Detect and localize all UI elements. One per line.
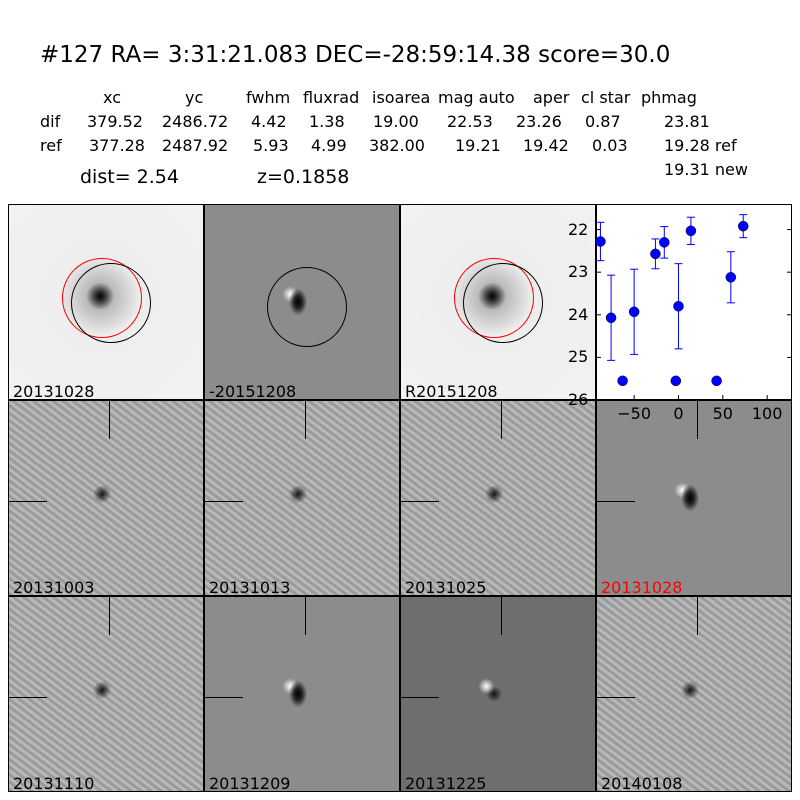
table-cell: 382.00 <box>369 136 425 155</box>
panel-date-label: 20131025 <box>405 578 487 596</box>
crosshair-tick <box>9 697 47 698</box>
crosshair-tick <box>501 401 502 439</box>
table-cell: 22.53 <box>447 112 493 131</box>
crosshair-tick <box>305 401 306 439</box>
cutout-panel: 20131110 <box>8 596 204 792</box>
black-aperture-circle <box>463 263 543 343</box>
crosshair-tick <box>597 697 635 698</box>
y-tick-label: 24 <box>568 304 589 324</box>
crosshair-tick <box>697 597 698 635</box>
crosshair-tick <box>697 401 698 439</box>
crosshair-tick <box>109 597 110 635</box>
table-cell: 19.00 <box>373 112 419 131</box>
data-point <box>670 375 682 387</box>
data-point <box>659 237 670 248</box>
crosshair-tick <box>597 501 635 502</box>
y-tick-label: 26 <box>568 390 589 409</box>
column-header: fluxrad <box>303 88 360 107</box>
panel-date-label: 20131225 <box>405 774 487 792</box>
plot-area <box>596 204 792 400</box>
panel-date-label: 20131028 <box>601 578 683 596</box>
cutout-panel: 20131003 <box>8 400 204 596</box>
panel-date-label: -20151208 <box>209 382 297 400</box>
x-tick-label: 100 <box>751 404 783 423</box>
table-cell: 2486.72 <box>162 112 229 131</box>
column-header: mag auto <box>438 88 515 107</box>
crosshair-tick <box>501 597 502 635</box>
data-point <box>737 220 749 232</box>
y-tick-label: 25 <box>568 347 589 367</box>
data-point <box>596 236 606 247</box>
crosshair-tick <box>401 697 439 698</box>
cutout-panel: 20131209 <box>204 596 400 792</box>
panel-date-label: 20131110 <box>13 774 95 792</box>
panel-date-label: 20140108 <box>601 774 683 792</box>
x-tick-label: −50 <box>617 404 651 423</box>
row-label: dif <box>40 112 61 131</box>
table-cell: 19.42 <box>523 136 569 155</box>
crosshair-tick <box>109 401 110 439</box>
black-aperture-circle <box>71 263 151 343</box>
column-header: phmag <box>641 88 697 107</box>
table-cell: 23.26 <box>516 112 562 131</box>
crosshair-tick <box>205 697 243 698</box>
panel-date-label: 20131013 <box>209 578 291 596</box>
table-cell: 377.28 <box>89 136 145 155</box>
data-point <box>673 301 684 312</box>
x-tick-label: 0 <box>673 404 684 423</box>
cutout-panel: 20131225 <box>400 596 596 792</box>
x-tick-label: 50 <box>712 404 733 423</box>
table-cell: 19.21 <box>455 136 501 155</box>
crosshair-tick <box>305 597 306 635</box>
y-tick-label: 22 <box>568 219 589 239</box>
column-header: yc <box>185 88 204 107</box>
cutout-panel: 20131028 <box>8 204 204 400</box>
dist-value: dist= 2.54 <box>80 166 179 188</box>
page-title: #127 RA= 3:31:21.083 DEC=-28:59:14.38 sc… <box>40 42 671 68</box>
table-cell: 0.87 <box>585 112 621 131</box>
black-aperture-circle <box>267 267 347 347</box>
data-point <box>711 375 722 387</box>
data-point <box>605 312 617 324</box>
table-cell: 2487.92 <box>162 136 229 155</box>
cutout-panel: 20131028 <box>596 400 792 596</box>
cutout-panel: 20131025 <box>400 400 596 596</box>
row-label: ref <box>40 136 62 155</box>
z-value: z=0.1858 <box>257 166 350 188</box>
table-cell: 19.28 ref <box>664 136 737 155</box>
column-header: isoarea <box>372 88 431 107</box>
data-point <box>685 225 697 237</box>
panel-date-label: R20151208 <box>405 382 498 400</box>
column-header: aper <box>533 88 570 107</box>
cutout-panel: R20151208 <box>400 204 596 400</box>
column-header: fwhm <box>246 88 291 107</box>
cutout-panel: -20151208 <box>204 204 400 400</box>
column-header: cl star <box>581 88 631 107</box>
cutout-panel: 20140108 <box>596 596 792 792</box>
cutout-panel: 20131013 <box>204 400 400 596</box>
magnitude-chart <box>596 204 792 401</box>
y-tick-label: 23 <box>568 262 589 282</box>
panel-date-label: 20131209 <box>209 774 291 792</box>
table-cell: 1.38 <box>309 112 345 131</box>
panel-date-label: 20131028 <box>13 382 95 400</box>
table-cell: 5.93 <box>253 136 289 155</box>
table-cell: 0.03 <box>592 136 628 155</box>
panel-date-label: 20131003 <box>13 578 95 596</box>
table-cell: 379.52 <box>87 112 143 131</box>
column-header: xc <box>103 88 121 107</box>
crosshair-tick <box>401 501 439 502</box>
data-point <box>628 306 640 318</box>
data-point <box>725 272 737 283</box>
crosshair-tick <box>9 501 47 502</box>
phmag-new: 19.31 new <box>664 160 748 179</box>
crosshair-tick <box>205 501 243 502</box>
table-cell: 4.99 <box>311 136 347 155</box>
data-point <box>650 248 661 260</box>
table-cell: 23.81 <box>664 112 710 131</box>
data-point <box>617 375 628 387</box>
table-cell: 4.42 <box>251 112 287 131</box>
